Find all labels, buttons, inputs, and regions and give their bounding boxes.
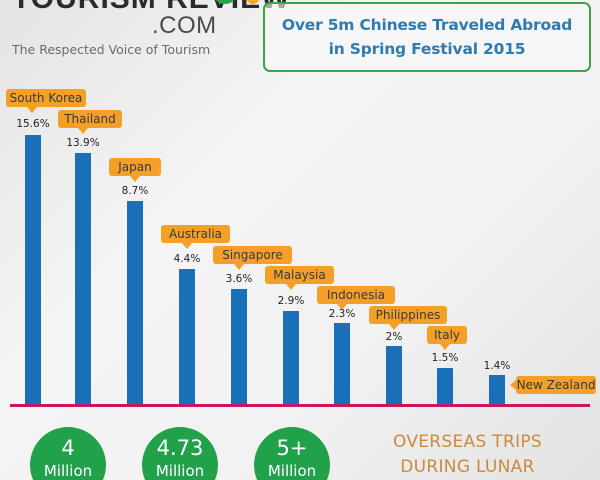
headline-box: Over 5m Chinese Traveled Abroad in Sprin… [263, 2, 591, 72]
bar-philippines [386, 346, 402, 404]
logo-title: TOURISM REVIEW [12, 0, 290, 16]
value-label: 1.4% [483, 360, 511, 372]
logo-green-circle-icon [214, 0, 236, 4]
bar-south-korea [25, 135, 41, 404]
headline-line-2: in Spring Festival 2015 [328, 40, 526, 58]
bar-new-zealand [489, 375, 505, 404]
country-callout: Italy [427, 326, 467, 350]
value-label: 2% [385, 331, 403, 343]
country-callout: Thailand [58, 110, 122, 134]
value-label: 8.7% [121, 185, 149, 197]
stat-unit: Million [267, 462, 317, 480]
logo-tagline: The Respected Voice of Tourism [12, 42, 211, 57]
stat-circle-4-million: 4 Million [30, 427, 106, 480]
country-callout: Singapore [213, 246, 292, 270]
bar-singapore [231, 289, 247, 404]
country-callout: Malaysia [265, 266, 334, 290]
stat-unit: Million [43, 462, 93, 480]
stat-circle-4-73-million: 4.73 Million [142, 427, 218, 480]
value-label: 2.9% [277, 295, 305, 307]
value-label: 15.6% [16, 118, 50, 130]
country-callout: South Korea [6, 89, 86, 113]
value-label: 4.4% [173, 253, 201, 265]
country-callout: Indonesia [317, 286, 395, 310]
value-label: 13.9% [66, 137, 100, 149]
bar-malaysia [283, 311, 299, 404]
stat-number: 4.73 [156, 436, 204, 460]
bar-italy [437, 368, 453, 404]
chart-baseline [10, 404, 590, 407]
bar-japan [127, 201, 143, 404]
country-callout: New Zealand [510, 376, 596, 394]
stat-number: 5+ [276, 436, 308, 460]
stat-circle-5-plus-million: 5+ Million [254, 427, 330, 480]
logo-orange-circle-icon [246, 0, 260, 4]
bar-thailand [75, 153, 91, 404]
value-label: 3.6% [225, 273, 253, 285]
logo-domain: .COM [152, 12, 217, 39]
bar-australia [179, 269, 195, 404]
country-callout: Japan [109, 158, 161, 182]
country-callout: Australia [161, 225, 230, 249]
bar-indonesia [334, 323, 350, 404]
value-label: 1.5% [431, 352, 459, 364]
headline-line-1: Over 5m Chinese Traveled Abroad [281, 16, 573, 34]
caption: OVERSEAS TRIPS DURING LUNAR [370, 430, 565, 480]
value-label: 2.3% [328, 308, 356, 320]
stat-number: 4 [61, 436, 75, 460]
caption-line-1: OVERSEAS TRIPS [392, 432, 543, 452]
stat-unit: Million [155, 462, 205, 480]
country-callout: Philippines [369, 306, 447, 330]
caption-line-2: DURING LUNAR [400, 457, 535, 477]
